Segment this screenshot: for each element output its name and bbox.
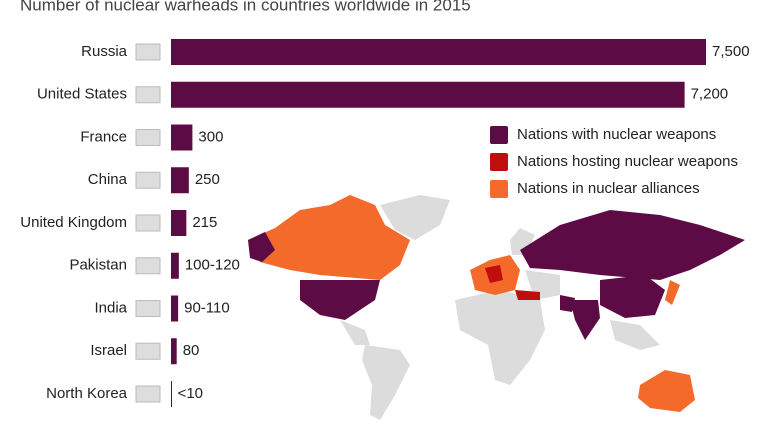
category-label: China	[88, 171, 128, 188]
legend-swatch	[490, 153, 508, 171]
category-label: Pakistan	[69, 257, 127, 274]
flag	[135, 43, 161, 61]
world-map	[248, 195, 745, 420]
legend-label: Nations with nuclear weapons	[517, 126, 716, 143]
value-label: 90-110	[184, 299, 230, 316]
value-label: 300	[198, 128, 223, 145]
bar	[171, 338, 177, 365]
flag	[135, 342, 161, 360]
bar	[171, 81, 685, 108]
legend-label: Nations hosting nuclear weapons	[517, 153, 738, 170]
value-label: 80	[183, 342, 200, 359]
bar	[171, 39, 706, 65]
category-label: United Kingdom	[20, 214, 127, 231]
bar	[171, 381, 172, 407]
category-label: United States	[37, 86, 127, 103]
flag	[135, 214, 161, 232]
flag	[135, 129, 161, 146]
value-label: 250	[195, 171, 220, 188]
legend-swatch	[490, 126, 508, 144]
bar	[171, 210, 187, 236]
value-label: 7,500	[712, 43, 750, 60]
category-label: Russia	[81, 43, 128, 60]
flag	[135, 257, 161, 275]
flag	[135, 171, 161, 189]
category-label: Israel	[90, 342, 127, 359]
bar	[171, 295, 179, 322]
chart-title: Number of nuclear warheads in countries …	[20, 0, 471, 14]
bar	[171, 124, 193, 151]
bar	[171, 167, 189, 194]
legend: Nations with nuclear weapons Nations host…	[490, 126, 738, 198]
flag	[135, 385, 161, 403]
category-label: India	[94, 299, 127, 316]
value-label: 7,200	[691, 86, 729, 103]
value-label: 100-120	[185, 257, 240, 274]
value-label: <10	[178, 385, 203, 402]
value-label: 215	[192, 214, 217, 231]
flag	[135, 86, 161, 104]
flag	[135, 300, 161, 317]
category-label: France	[80, 128, 127, 145]
bar	[171, 252, 179, 279]
legend-swatch	[490, 180, 508, 198]
category-label: North Korea	[46, 385, 128, 402]
legend-label: Nations in nuclear alliances	[517, 180, 700, 197]
